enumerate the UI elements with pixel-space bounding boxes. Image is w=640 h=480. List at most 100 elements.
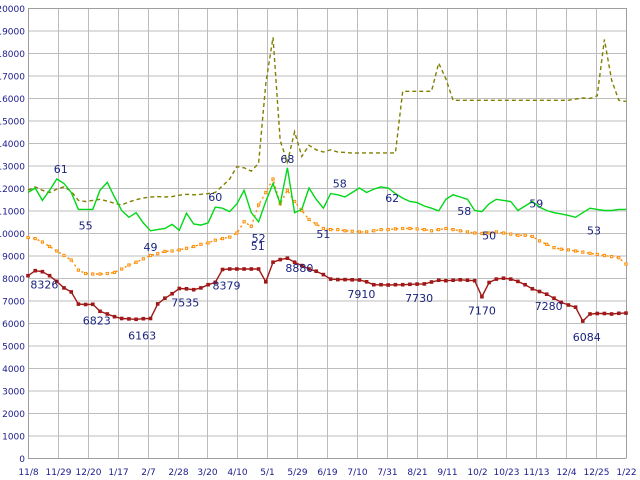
data-point-marker [26,235,30,240]
data-point-marker [84,271,88,276]
data-point-marker [574,249,578,253]
x-axis-tick-label: 12/20 [76,468,102,478]
data-point-label: 8379 [213,280,241,293]
data-point-marker [516,233,520,237]
data-point-marker [271,260,275,264]
data-point-marker [307,217,311,222]
data-point-label: 50 [482,230,496,243]
data-point-marker [62,286,66,290]
data-point-marker [220,267,225,272]
x-axis-tick-label: 11/8 [18,468,38,478]
data-point-marker [595,311,600,316]
x-axis-tick-label: 4/10 [227,468,247,478]
data-point-label: 51 [316,228,330,241]
data-point-marker [199,242,203,246]
data-point-marker [48,244,52,249]
data-point-label: 49 [144,241,158,254]
y-axis-tick-label: 7000 [2,298,25,308]
x-axis-tick-label: 2/28 [168,468,188,478]
data-point-marker [177,248,181,252]
data-point-marker [141,316,146,321]
data-point-marker [509,232,513,236]
data-point-marker [365,230,369,234]
data-point-marker [127,263,131,267]
x-axis-tick-label: 12/25 [584,468,610,478]
data-point-marker [602,311,607,316]
data-point-marker [393,227,397,231]
y-axis-tick-label: 12000 [0,185,25,195]
data-point-marker [235,231,239,235]
data-point-marker [444,278,448,283]
data-point-label: 7280 [535,300,563,313]
data-point-marker [581,319,585,323]
x-axis-tick-label: 11/29 [46,468,72,478]
data-point-marker [191,287,196,292]
series-lower [26,177,628,276]
y-axis-tick-label: 18000 [0,50,25,60]
data-point-marker [595,252,599,257]
y-axis-tick-label: 1000 [2,433,25,443]
data-point-marker [602,253,606,258]
data-point-marker [458,278,463,282]
data-point-marker [314,269,318,273]
data-point-marker [33,237,37,241]
data-point-marker [127,317,131,321]
data-point-marker [163,249,167,254]
data-point-marker [559,300,564,305]
data-point-marker [501,276,506,280]
data-point-marker [242,267,246,271]
x-axis-tick-label: 12/4 [556,468,576,478]
x-axis-tick-label: 5/29 [287,468,307,478]
data-point-marker [415,227,419,231]
data-point-label: 7910 [347,288,375,301]
data-point-marker [292,260,297,264]
data-point-marker [112,314,117,319]
y-axis-tick-label: 5000 [2,343,25,353]
data-point-marker [242,220,246,224]
data-point-marker [379,282,383,287]
data-point-label: 58 [457,205,471,218]
data-point-marker [155,302,160,306]
data-point-marker [588,312,592,316]
x-axis-tick-label: 1/17 [108,468,128,478]
data-point-marker [494,277,499,281]
data-point-marker [343,277,347,282]
data-point-marker [112,270,117,274]
data-point-marker [609,312,614,316]
data-point-label: 61 [54,163,68,176]
data-point-marker [227,267,232,271]
data-point-label: 8880 [285,262,313,275]
data-point-marker [264,190,268,195]
data-point-marker [400,282,405,287]
data-point-marker [228,235,232,239]
data-point-marker [494,230,498,234]
data-point-marker [76,302,81,306]
data-point-marker [199,286,203,290]
x-axis-tick-label: 7/10 [347,468,367,478]
data-point-marker [336,277,340,282]
data-point-marker [213,280,218,285]
data-point-marker [408,282,412,287]
data-point-label: 6823 [83,315,111,328]
data-point-marker [372,282,376,287]
data-point-label: 6084 [573,331,601,344]
data-point-marker [523,282,527,287]
data-point-marker [444,226,448,231]
data-point-marker [256,267,261,271]
data-point-marker [429,280,434,284]
x-axis-tick-label: 8/21 [407,468,427,478]
data-point-label: 60 [208,191,222,204]
data-point-marker [314,222,318,226]
y-axis-tick-label: 6000 [2,320,25,330]
data-point-marker [271,177,275,181]
data-point-marker [357,230,361,234]
data-point-marker [552,296,556,300]
x-axis-tick-label: 11/13 [524,468,550,478]
data-point-marker [148,253,153,258]
data-point-marker [473,231,477,235]
data-point-marker [184,246,189,250]
data-point-marker [69,258,73,262]
data-point-marker [379,228,383,232]
